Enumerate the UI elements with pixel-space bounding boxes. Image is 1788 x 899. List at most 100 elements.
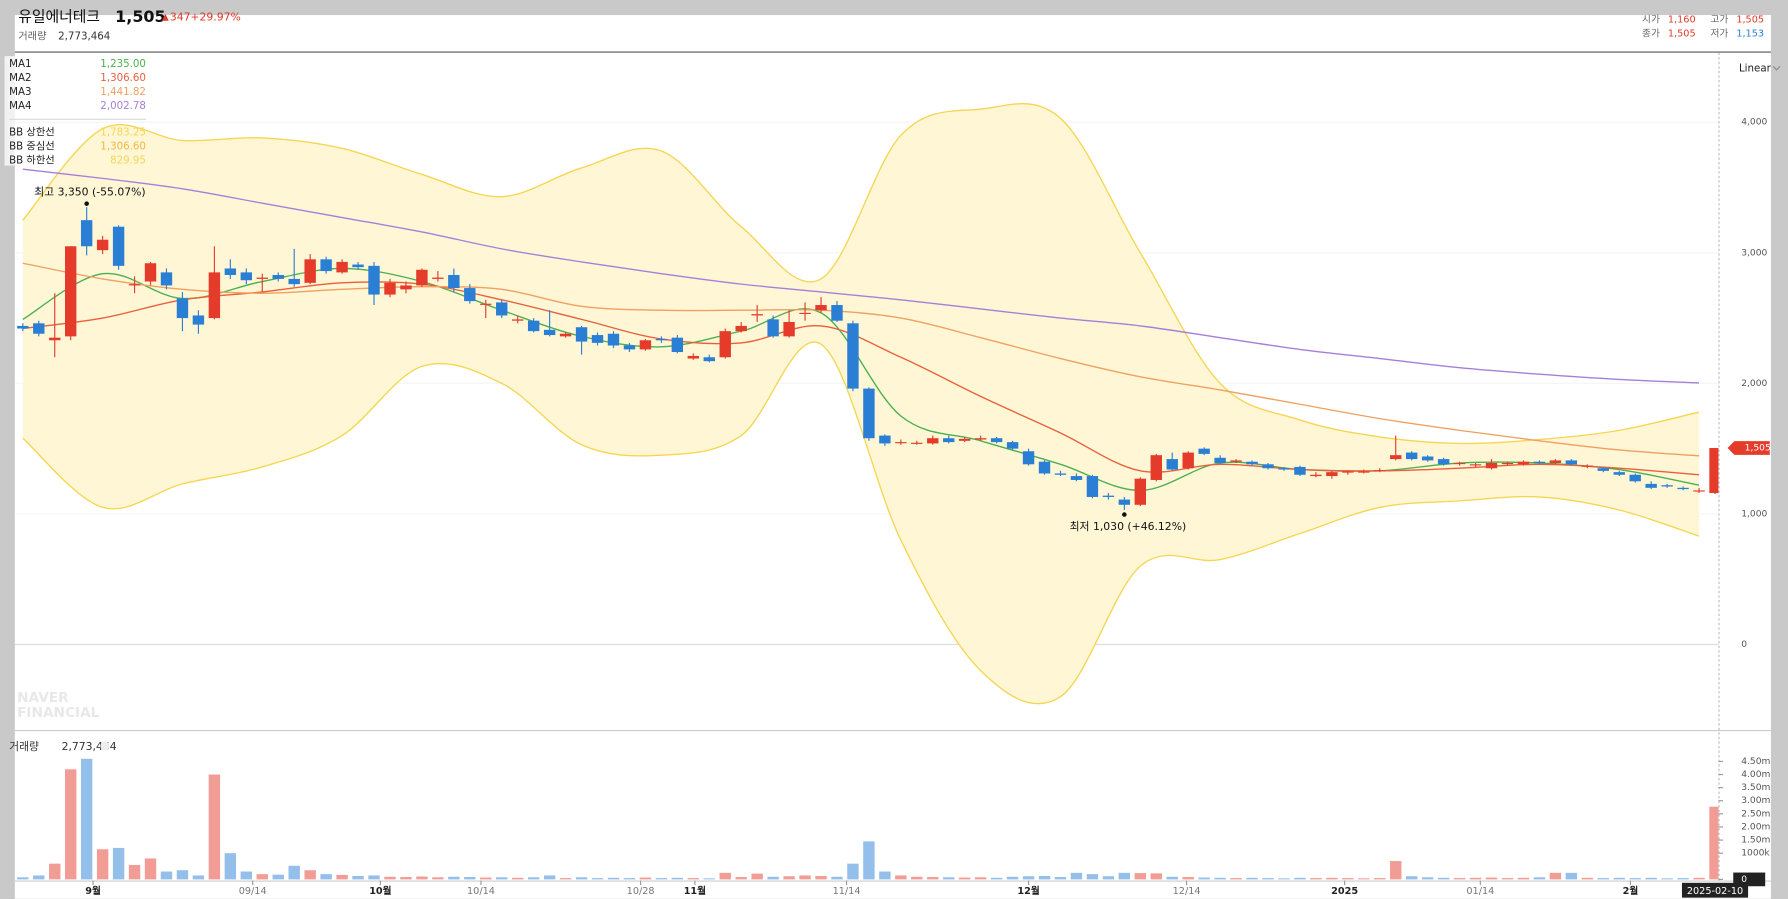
legend-name: BB 하한선 (9, 153, 55, 166)
volume-bar (623, 878, 636, 880)
stat-label: 종가 (1642, 27, 1660, 39)
candle-body (543, 329, 556, 336)
candle-body (511, 319, 524, 321)
volume-bar (943, 877, 955, 880)
chevron[interactable] (1772, 65, 1781, 71)
volume-bar (1581, 877, 1594, 880)
candle-body (847, 323, 859, 389)
candle-body (575, 327, 588, 342)
volume-bar (1358, 878, 1370, 880)
volume-bar (1469, 877, 1482, 880)
volume-bar (112, 847, 125, 880)
candle-body (1581, 465, 1594, 467)
volume-bar (448, 876, 460, 880)
candle-body (974, 438, 987, 440)
x-tick-label: 11월 (684, 885, 706, 897)
volume-bar (1054, 877, 1067, 880)
scale-mode[interactable]: Linear (1739, 63, 1772, 75)
candle-body (1597, 468, 1609, 471)
volume-bar (1517, 877, 1530, 880)
volume-bar (1421, 877, 1434, 880)
candle-body (1469, 464, 1482, 466)
candle-body (1102, 495, 1115, 497)
candle-body (1405, 452, 1418, 460)
volume-bar (511, 877, 524, 880)
legend-value: 829.95 (110, 154, 146, 166)
volume-bar (1038, 875, 1051, 880)
volume-bar (1437, 877, 1450, 880)
volume-bar (336, 874, 348, 880)
volume-bar (304, 870, 316, 880)
price-tag-label: 1,505 (1745, 443, 1771, 453)
volume-bar (1390, 861, 1402, 880)
volume-bar (1709, 806, 1719, 880)
volume-bar (591, 878, 604, 880)
volume-bar (687, 878, 700, 880)
x-tick-label: 12/14 (1173, 886, 1201, 897)
volume-bar (958, 877, 971, 880)
volume-bar (1134, 873, 1147, 880)
candle-body (687, 355, 700, 359)
candle-body (1134, 478, 1147, 505)
volume-bar (288, 865, 300, 880)
legend-name: MA4 (9, 100, 31, 112)
volume-bar (1613, 877, 1625, 880)
volume-bar (224, 853, 237, 880)
volume-bar (272, 874, 284, 880)
candle-body (1421, 456, 1434, 461)
candle-body (384, 282, 396, 295)
volume-bar (847, 863, 859, 880)
candle-body (33, 323, 45, 334)
candle-body (1118, 499, 1131, 505)
x-tick-label: 01/14 (1466, 886, 1494, 897)
volume-bar (1102, 876, 1115, 880)
candle-body (416, 269, 428, 286)
candle-body (911, 442, 923, 444)
candle-body (480, 303, 492, 305)
candle-body (464, 288, 476, 302)
candle-body (64, 246, 77, 337)
volume-bar (1262, 878, 1274, 880)
volume-bar (1693, 877, 1705, 880)
candle-body (1070, 476, 1083, 480)
x-tick-label: 2월 (1623, 885, 1639, 897)
candle-body (1709, 447, 1719, 494)
candle-body (320, 259, 332, 272)
candle-body (1437, 459, 1450, 465)
y-tick-label: 0 (1741, 640, 1747, 650)
candle-body (831, 305, 843, 321)
candle-body (80, 220, 93, 247)
legend-name: BB 상한선 (9, 126, 55, 138)
bb-fill (22, 103, 1700, 704)
volume-bar (1198, 877, 1210, 880)
volume-bar (1118, 872, 1131, 880)
candle-body (958, 438, 971, 441)
candle-body (1038, 461, 1051, 474)
candle-body (639, 340, 652, 350)
volume-bar (1645, 877, 1657, 880)
volume-bar (352, 875, 364, 880)
volume-bar (1070, 872, 1083, 880)
annotation: 최저 1,030 (+46.12%) (1070, 520, 1187, 533)
change-pct: +29.97% (190, 10, 240, 23)
candle-body (208, 272, 221, 319)
close-icon[interactable] (100, 741, 110, 751)
candle-body (559, 333, 572, 337)
legend-name: MA3 (9, 86, 31, 98)
candle-body (496, 302, 508, 316)
candle-body (1278, 468, 1290, 470)
candle-body (735, 325, 747, 332)
candle-body (1230, 460, 1242, 462)
candle-body (400, 285, 412, 290)
candle-body (1645, 483, 1657, 488)
x-tick-label: 9월 (85, 885, 101, 897)
volume-tick-label: 4.50m (1741, 757, 1770, 767)
volume-bar (1533, 877, 1546, 880)
volume-bar (1549, 872, 1562, 880)
volume-tick-label: 1000k (1741, 849, 1770, 859)
stat-label: 시가 (1642, 14, 1660, 26)
volume-bar (1022, 876, 1035, 880)
volume-bar (990, 877, 1003, 880)
volume-bar (1310, 878, 1322, 880)
volume-bar (384, 876, 396, 880)
